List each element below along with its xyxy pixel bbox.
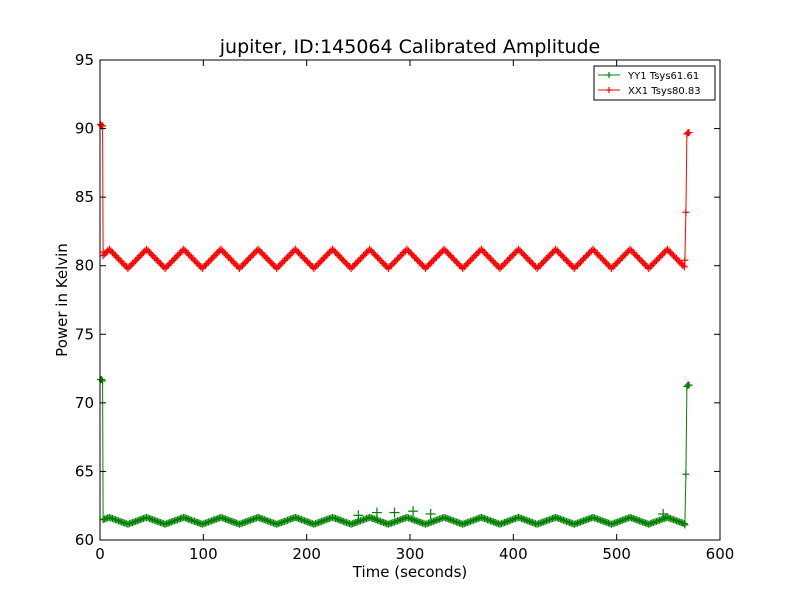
series-line [100, 124, 689, 270]
series-yy1 [97, 376, 693, 529]
y-tick-label: 75 [75, 325, 94, 343]
y-tick-label: 90 [75, 120, 94, 138]
x-tick-label: 600 [706, 545, 735, 563]
plot-frame [99, 59, 721, 541]
x-axis: 0 100 200 300 400 500 600 [95, 60, 734, 563]
y-axis: 60 65 70 75 80 85 90 95 [75, 51, 720, 549]
x-tick-label: 200 [292, 545, 321, 563]
legend-box [593, 65, 716, 101]
x-tick-label: 0 [95, 545, 105, 563]
y-tick-label: 95 [75, 51, 94, 69]
y-tick-label: 60 [75, 531, 94, 549]
legend: YY1 Tsys61.61 XX1 Tsys80.83 [593, 65, 716, 101]
plot-series [97, 120, 693, 529]
y-tick-label: 70 [75, 394, 94, 412]
legend-label: XX1 Tsys80.83 [628, 86, 701, 97]
series-xx1 [97, 120, 693, 272]
y-tick-label: 80 [75, 257, 94, 275]
legend-label: YY1 Tsys61.61 [627, 71, 699, 82]
y-axis-label: Power in Kelvin [53, 243, 71, 357]
x-axis-label: Time (seconds) [352, 563, 468, 581]
x-tick-label: 400 [499, 545, 528, 563]
chart-title: jupiter, ID:145064 Calibrated Amplitude [219, 36, 600, 58]
x-tick-label: 500 [602, 545, 631, 563]
x-tick-label: 300 [396, 545, 425, 563]
x-tick-label: 100 [189, 545, 218, 563]
y-tick-label: 65 [75, 462, 94, 480]
series-line [100, 379, 689, 526]
y-tick-label: 85 [75, 188, 94, 206]
